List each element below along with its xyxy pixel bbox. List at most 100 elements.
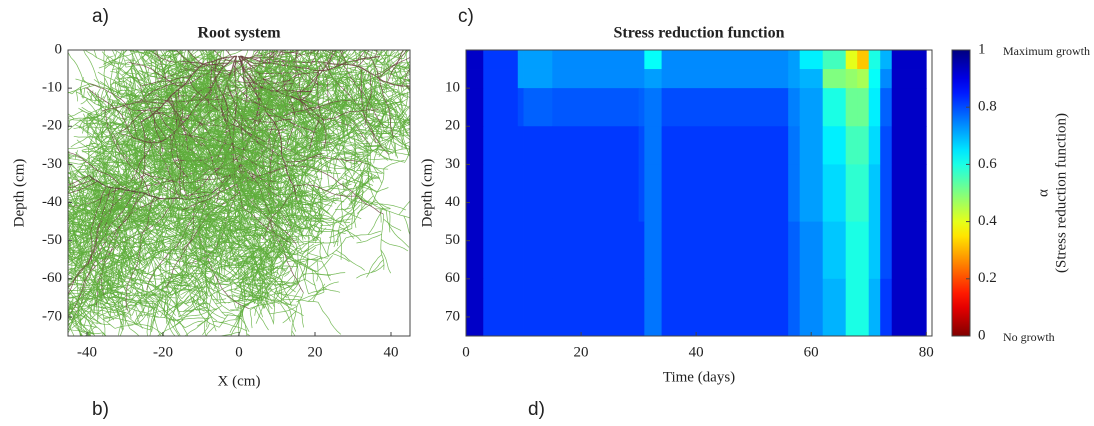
root (299, 24, 317, 42)
root (300, 9, 312, 10)
root (267, 15, 274, 22)
root (316, 29, 335, 31)
root (32, 214, 66, 222)
root (285, 46, 291, 49)
root (30, 231, 31, 253)
root (8, 255, 40, 261)
root (283, 17, 294, 26)
root (330, 36, 340, 37)
root (295, 7, 312, 16)
root (372, 3, 376, 12)
root (307, 14, 320, 25)
root (414, 135, 429, 139)
root (306, 47, 322, 49)
root (300, 21, 306, 29)
root (282, 34, 306, 53)
root (368, 0, 386, 2)
root (413, 54, 431, 63)
root (105, 348, 130, 349)
root (420, 60, 425, 68)
root (315, 0, 324, 8)
root (102, 32, 144, 47)
root (118, 0, 145, 11)
root (290, 26, 298, 28)
root (7, 253, 15, 273)
root (49, 171, 57, 189)
root (0, 305, 22, 331)
panel-label: b) (92, 399, 109, 420)
root (289, 35, 293, 51)
root (267, 3, 276, 19)
root (329, 0, 338, 4)
root (342, 38, 357, 47)
root (248, 14, 259, 25)
root (363, 0, 376, 13)
root (21, 282, 36, 302)
root (454, 136, 467, 140)
root (35, 363, 51, 392)
root (399, 18, 410, 29)
root (286, 14, 309, 17)
root (230, 0, 247, 1)
root (353, 14, 371, 35)
root (372, 29, 375, 49)
root (0, 148, 4, 194)
root (0, 249, 3, 259)
root (117, 218, 118, 232)
root (294, 19, 310, 23)
root (305, 13, 323, 29)
root (318, 302, 341, 334)
root (410, 81, 421, 94)
root (366, 0, 376, 22)
root (321, 21, 331, 27)
root (395, 8, 401, 18)
root (309, 9, 314, 10)
root (321, 0, 323, 4)
root (366, 0, 385, 13)
root (311, 17, 319, 25)
root (276, 32, 315, 34)
root (317, 34, 330, 38)
root (413, 98, 417, 121)
root (322, 10, 327, 18)
root (275, 12, 316, 30)
root (321, 14, 336, 45)
root (330, 10, 346, 38)
root (333, 29, 346, 44)
root (301, 43, 313, 47)
root (0, 243, 24, 270)
root (314, 40, 319, 48)
root (99, 263, 122, 264)
root (39, 286, 65, 290)
root (256, 0, 257, 8)
root (55, 254, 65, 268)
root (185, 46, 209, 49)
root (315, 1, 319, 11)
root (37, 183, 66, 186)
root (0, 284, 73, 314)
root (0, 214, 5, 235)
root (0, 294, 1, 311)
root (423, 17, 438, 23)
root (0, 262, 26, 276)
root (0, 245, 19, 252)
root (426, 82, 427, 93)
root (331, 0, 348, 1)
root (299, 9, 307, 26)
root (307, 30, 318, 36)
root (0, 135, 4, 147)
root (324, 41, 339, 42)
root (375, 5, 404, 26)
root (426, 70, 429, 81)
root (284, 41, 291, 47)
root (369, 0, 380, 2)
root (351, 18, 369, 47)
root (30, 244, 42, 260)
root (21, 239, 25, 275)
root (366, 13, 376, 24)
root (277, 0, 290, 4)
root (434, 121, 441, 139)
root (431, 17, 443, 22)
root (424, 29, 449, 35)
root (338, 22, 339, 33)
